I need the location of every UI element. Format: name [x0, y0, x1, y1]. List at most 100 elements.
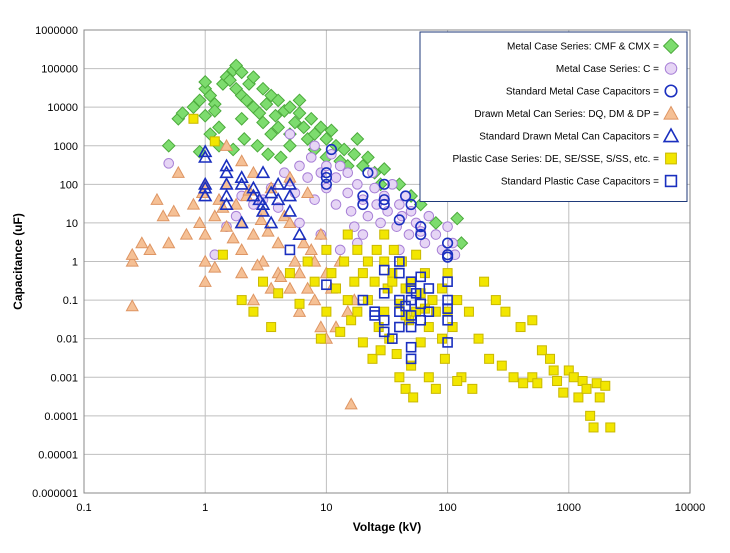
data-point	[452, 295, 463, 306]
data-point	[239, 93, 254, 108]
data-point	[442, 314, 453, 326]
data-point	[552, 375, 563, 386]
x-tick-label: 1000	[557, 502, 581, 514]
data-point	[250, 258, 265, 271]
data-point	[337, 142, 352, 157]
legend-marker	[664, 84, 678, 98]
data-point	[415, 271, 427, 283]
data-point	[394, 306, 405, 317]
data-point	[349, 221, 360, 232]
data-point	[300, 281, 315, 294]
x-axis-ticks: 0.1 1 10 100 1000 10000	[76, 502, 705, 514]
data-point	[415, 314, 427, 326]
data-point	[406, 276, 417, 287]
data-point	[235, 243, 249, 256]
legend-entry-label: Plastic Case Series: DE, SE/SSE, S/SS, e…	[453, 154, 660, 165]
data-point	[256, 115, 270, 130]
data-point	[198, 149, 213, 163]
data-point	[558, 387, 569, 398]
data-point	[379, 229, 390, 240]
legend-entry-label: Metal Case Series: CMF & CMX =	[507, 42, 659, 53]
data-point	[335, 326, 346, 337]
data-point	[405, 341, 417, 353]
legend-entry-label: Standard Metal Case Capacitors =	[506, 87, 659, 98]
legend-marker	[662, 127, 680, 143]
data-point	[246, 165, 261, 178]
data-point	[362, 210, 374, 222]
data-point	[248, 306, 259, 317]
data-point	[235, 154, 249, 167]
data-point	[430, 229, 442, 240]
y-tick-label: 100	[60, 179, 78, 191]
data-point	[294, 298, 305, 309]
data-point	[545, 353, 556, 364]
data-point	[393, 214, 405, 226]
data-point	[261, 147, 275, 162]
data-point	[283, 281, 297, 294]
data-point	[150, 192, 164, 205]
data-point	[352, 244, 363, 255]
data-point	[378, 326, 390, 338]
data-point	[135, 236, 149, 249]
data-point	[378, 190, 390, 202]
data-point	[271, 192, 286, 206]
data-point	[236, 295, 247, 306]
data-point	[234, 111, 249, 126]
data-point	[271, 176, 286, 190]
data-point	[369, 182, 380, 194]
data-point	[305, 152, 317, 163]
data-point	[266, 322, 277, 333]
data-point	[350, 132, 365, 146]
data-point	[271, 236, 285, 249]
data-point	[568, 372, 579, 383]
data-point	[428, 216, 443, 230]
x-tick-label: 100	[438, 502, 456, 514]
legend-entry-label: Standard Plastic Case Capacitors =	[501, 177, 659, 188]
data-point	[396, 256, 407, 267]
data-point	[207, 103, 222, 118]
data-point	[258, 276, 269, 287]
data-point	[405, 198, 417, 211]
data-point	[292, 106, 307, 121]
data-point	[357, 229, 369, 240]
legend-marker	[664, 62, 678, 75]
data-point	[388, 244, 399, 255]
data-point	[532, 378, 543, 389]
x-tick-label: 0.1	[76, 502, 91, 514]
data-point	[594, 392, 605, 403]
data-point	[255, 197, 271, 210]
y-tick-label: 10	[66, 218, 78, 230]
data-point	[585, 410, 596, 421]
data-point	[179, 227, 194, 240]
series-standard-plastic-case-capacitors	[284, 244, 453, 365]
data-point	[391, 349, 402, 360]
data-point	[198, 144, 213, 158]
data-point	[292, 227, 307, 240]
data-point	[342, 187, 354, 199]
data-point	[347, 147, 362, 162]
data-point	[330, 283, 341, 294]
data-point	[379, 306, 390, 317]
data-point	[302, 256, 313, 267]
data-point	[400, 283, 411, 294]
data-point	[198, 227, 212, 240]
data-point	[377, 162, 392, 176]
data-point	[378, 287, 390, 299]
data-point	[246, 180, 261, 194]
series-standard-metal-case-capacitors	[320, 143, 454, 263]
data-point	[198, 180, 213, 194]
data-point	[411, 249, 422, 260]
data-point	[283, 138, 297, 153]
data-point	[292, 304, 307, 317]
data-point	[442, 268, 453, 279]
data-point	[403, 229, 415, 240]
data-point	[467, 383, 478, 394]
data-point	[272, 202, 284, 213]
data-point	[234, 215, 249, 229]
data-point	[167, 204, 181, 217]
data-point	[430, 306, 441, 317]
data-point	[573, 392, 584, 403]
legend-entry-label: Drawn Metal Can Series: DQ, DM & DP =	[474, 109, 659, 120]
data-point	[439, 353, 450, 364]
data-point	[484, 353, 495, 364]
